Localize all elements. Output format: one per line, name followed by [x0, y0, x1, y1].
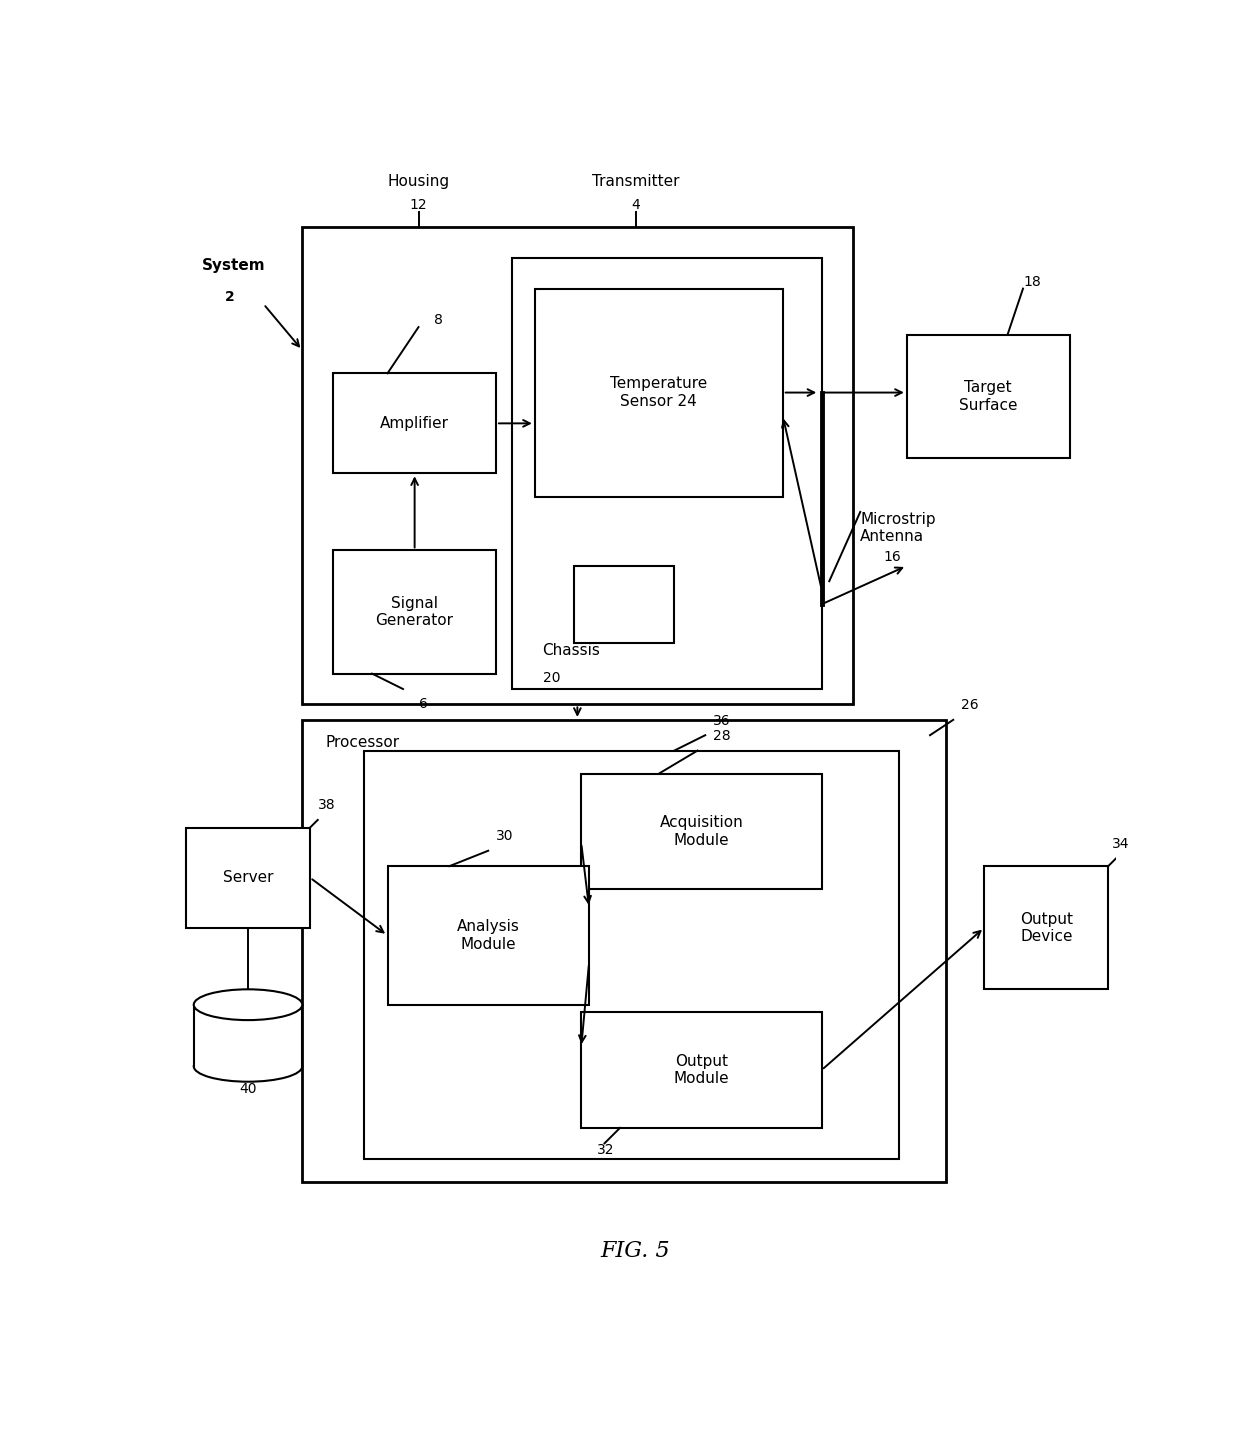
Bar — [387, 867, 589, 1004]
Bar — [365, 751, 899, 1159]
Bar — [511, 258, 821, 690]
Bar — [534, 288, 782, 497]
Bar — [193, 1004, 303, 1066]
Text: Transmitter: Transmitter — [591, 174, 680, 188]
Bar — [334, 551, 496, 674]
Text: 34: 34 — [1112, 836, 1130, 851]
Text: Server: Server — [223, 871, 273, 885]
Bar — [303, 227, 853, 704]
Bar — [582, 774, 821, 890]
Bar — [985, 867, 1109, 990]
Text: 18: 18 — [1023, 275, 1040, 288]
Text: Temperature
Sensor 24: Temperature Sensor 24 — [610, 377, 707, 409]
Bar — [186, 827, 310, 927]
Text: Output
Module: Output Module — [673, 1053, 729, 1087]
Text: Housing: Housing — [387, 174, 450, 188]
Text: Microstrip
Antenna: Microstrip Antenna — [861, 511, 936, 545]
Text: 26: 26 — [961, 698, 978, 711]
Bar — [334, 374, 496, 474]
Text: 16: 16 — [883, 551, 901, 565]
Text: Analysis
Module: Analysis Module — [456, 919, 520, 952]
Text: 38: 38 — [317, 798, 335, 813]
Text: 30: 30 — [496, 829, 513, 843]
Text: Amplifier: Amplifier — [381, 416, 449, 430]
Text: 12: 12 — [409, 197, 428, 212]
Text: Target
Surface: Target Surface — [959, 380, 1017, 413]
Text: Processor: Processor — [325, 735, 399, 751]
Text: 4: 4 — [631, 197, 640, 212]
Text: 40: 40 — [239, 1082, 257, 1095]
Bar — [303, 720, 945, 1182]
Text: 2: 2 — [224, 290, 234, 304]
Text: 28: 28 — [713, 729, 730, 743]
Text: Output
Device: Output Device — [1019, 911, 1073, 943]
Bar — [582, 1013, 821, 1127]
Ellipse shape — [193, 990, 303, 1020]
Text: Acquisition
Module: Acquisition Module — [660, 816, 743, 848]
Text: 6: 6 — [419, 697, 428, 710]
Text: Signal
Generator: Signal Generator — [376, 596, 454, 629]
Text: Chassis: Chassis — [543, 643, 600, 658]
Text: 32: 32 — [596, 1143, 614, 1158]
Text: FIG. 5: FIG. 5 — [600, 1240, 671, 1262]
Text: 36: 36 — [713, 713, 730, 727]
Text: 20: 20 — [543, 671, 560, 685]
Bar — [906, 335, 1069, 458]
Ellipse shape — [193, 1051, 303, 1082]
Text: 8: 8 — [434, 313, 443, 327]
Bar — [573, 565, 675, 643]
Text: System: System — [201, 258, 265, 274]
